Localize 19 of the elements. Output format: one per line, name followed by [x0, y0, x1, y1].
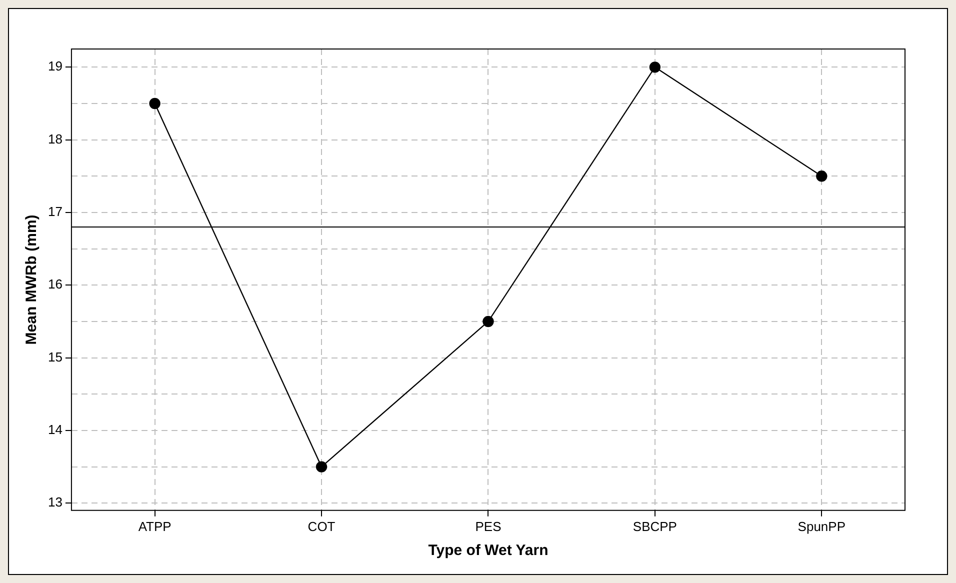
point [316, 461, 328, 472]
x-tick-label: SpunPP [798, 518, 846, 534]
x-tick-label: PES [475, 518, 502, 534]
point [649, 62, 661, 73]
y-tick-label: 17 [48, 204, 62, 220]
y-tick-label: 14 [48, 422, 62, 438]
point [816, 170, 828, 182]
y-tick-label: 15 [48, 349, 62, 364]
x-tick-label: ATPP [138, 518, 172, 534]
y-tick-label: 16 [48, 276, 62, 292]
y-tick-label: 13 [48, 494, 62, 510]
point [482, 316, 494, 328]
x-tick-label: COT [308, 518, 336, 534]
y-tick-label: 19 [48, 58, 62, 74]
point [149, 98, 160, 110]
x-axis-title: Type of Wet Yarn [428, 542, 548, 560]
x-tick-label: SBCPP [632, 518, 677, 534]
y-tick-label: 18 [48, 131, 62, 146]
y-axis-title: Mean MWRb (mm) [23, 214, 40, 345]
